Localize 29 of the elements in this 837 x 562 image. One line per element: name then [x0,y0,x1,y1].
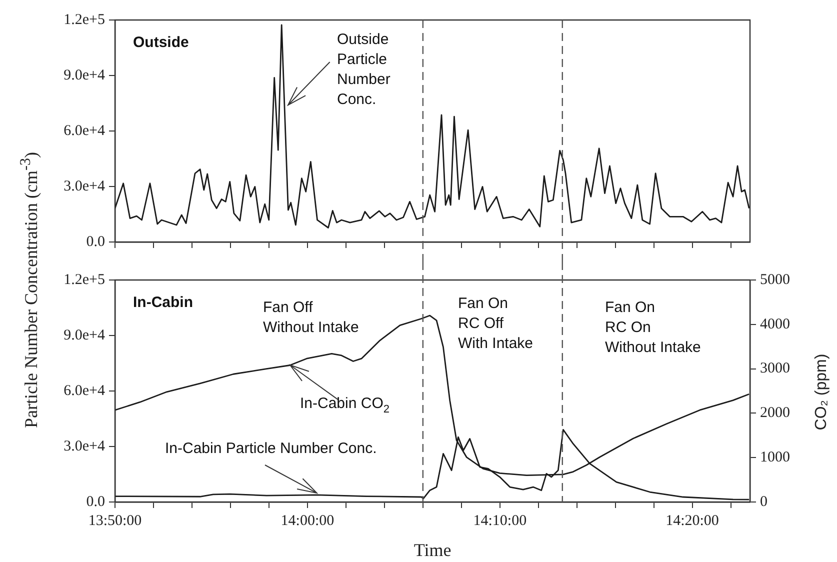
y2-axis-title: CO₂ (ppm) [813,354,831,430]
annotation: Fan Off Without Intake [263,299,359,336]
y-tick-label: 9.0e+4 [64,67,106,84]
x-tick-label: 13:50:00 [88,512,142,529]
x-axis-title: Time [414,540,452,560]
y-tick-label: 6.0e+4 [64,382,106,399]
y-tick-label: 0.0 [86,234,105,250]
y-tick-label: 1.2e+5 [64,12,105,28]
y-tick-label: 3.0e+4 [64,438,106,454]
annotation: Outside Particle Number Conc. [337,31,390,108]
x-tick-label: 14:20:00 [666,512,719,529]
y-tick-label: 0.0 [86,494,105,510]
annotation: In-Cabin Particle Number Conc. [165,440,377,457]
x-tick-label: 14:00:00 [280,512,334,529]
y2-tick-label: 4000 [760,316,790,332]
y-tick-label: 9.0e+4 [64,327,106,344]
y2-tick-label: 3000 [760,360,790,377]
x-tick-label: 14:10:00 [473,512,527,529]
annotation: Fan On RC On Without Intake [605,299,701,356]
y-tick-label: 3.0e+4 [64,178,106,194]
y-tick-label: 1.2e+5 [64,272,105,288]
y2-tick-label: 2000 [760,405,790,422]
y2-tick-label: 1000 [760,450,790,466]
y-tick-label: 6.0e+4 [64,122,106,139]
text: In-Cabin [133,294,193,311]
text: Outside [133,34,189,51]
y2-tick-label: 0 [760,494,768,510]
y2-tick-label: 5000 [760,272,790,288]
annotation: Fan On RC Off With Intake [458,295,534,352]
